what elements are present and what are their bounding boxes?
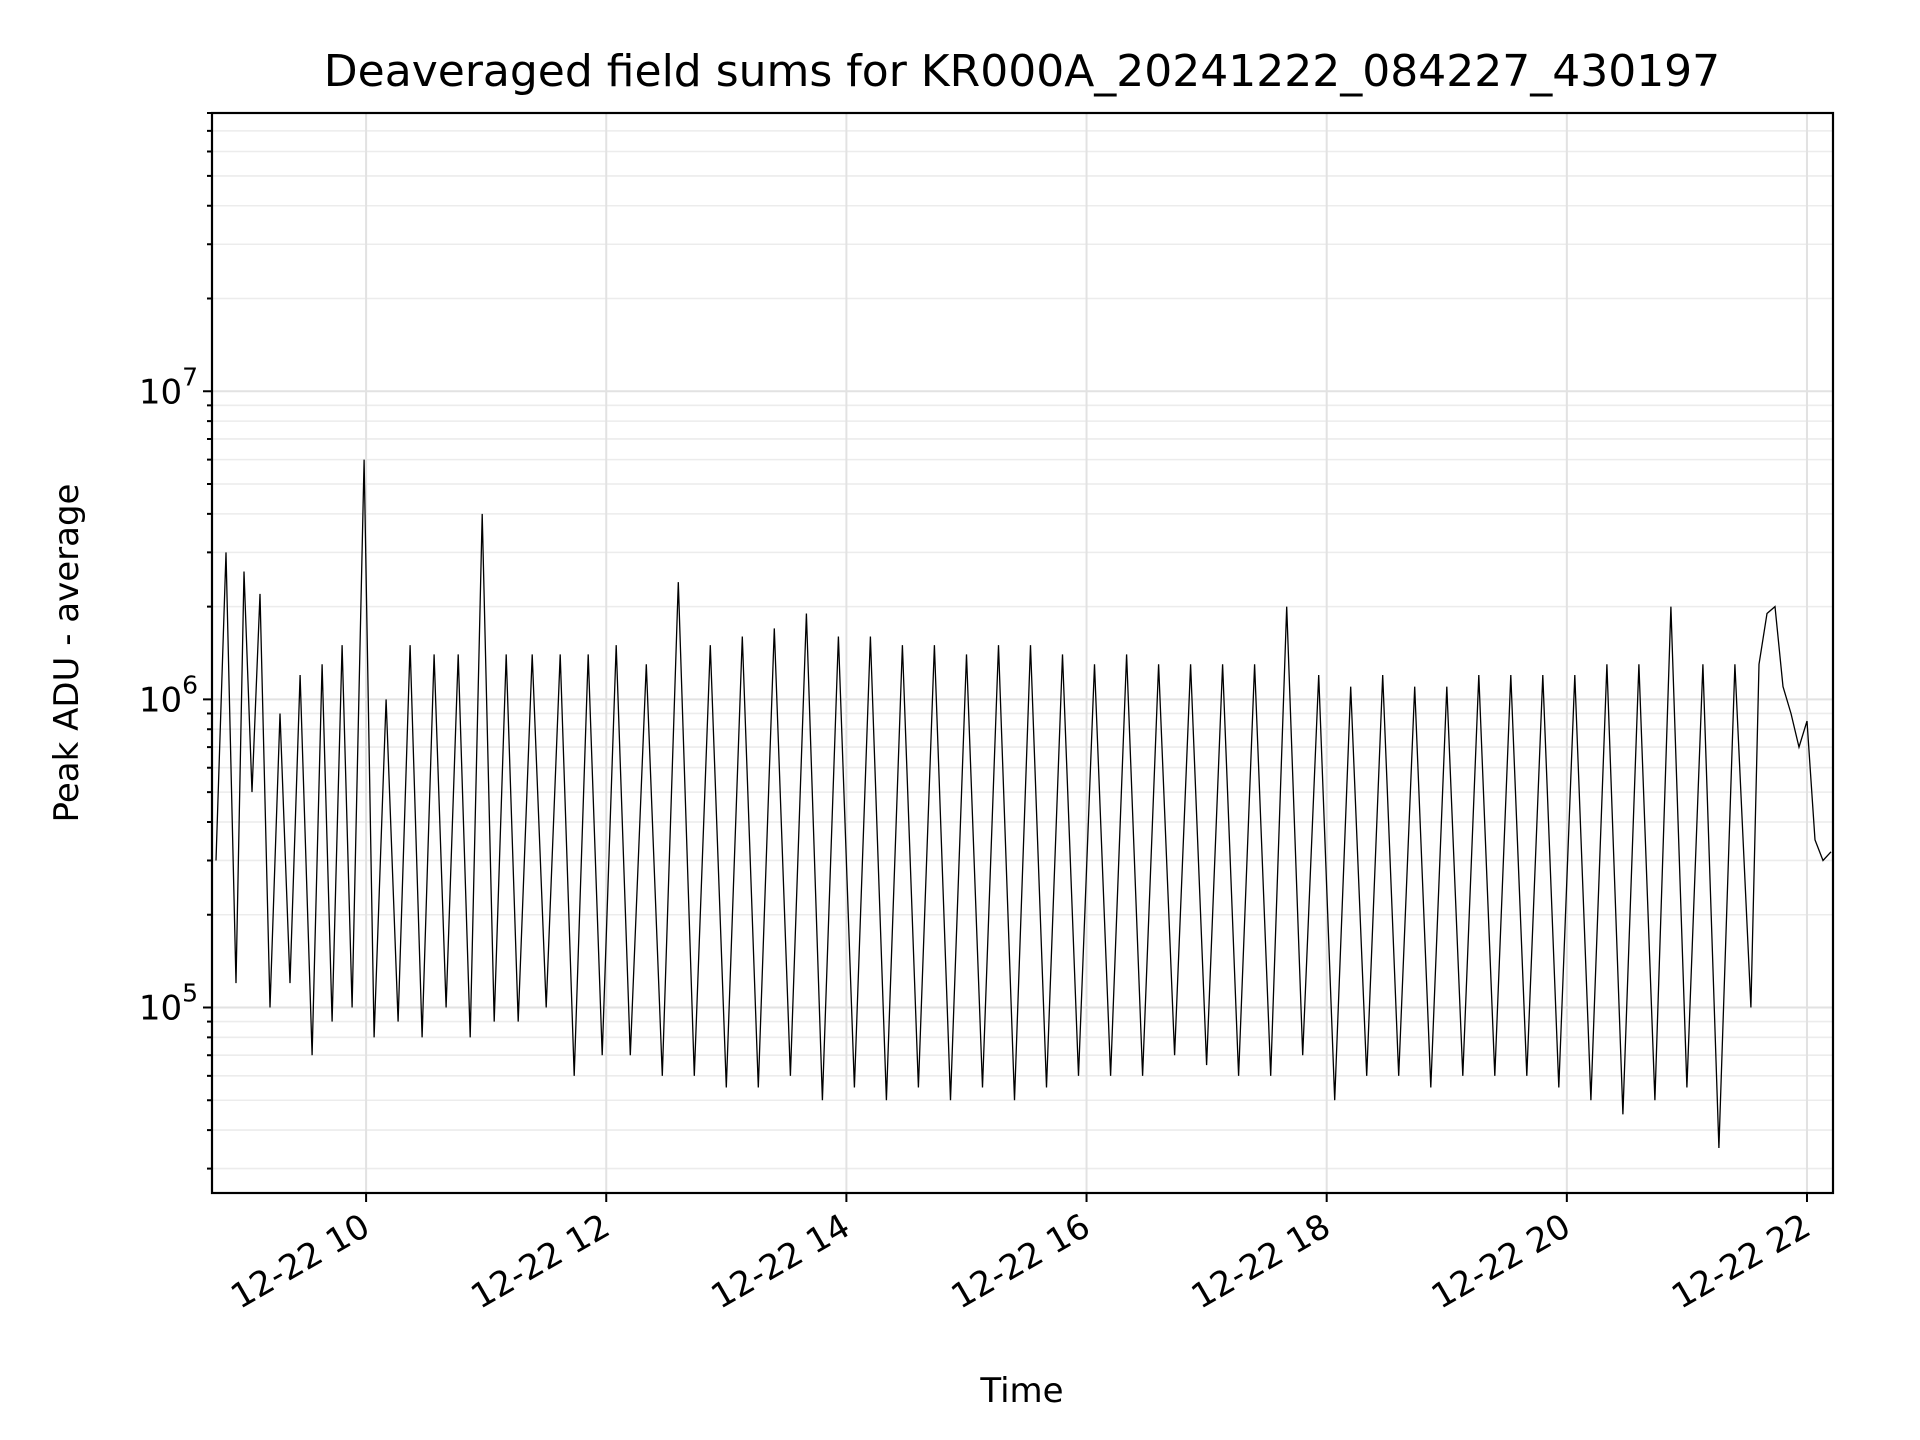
series-layer — [215, 459, 1832, 1149]
y-tick-label: 105 — [139, 978, 198, 1028]
series-line — [215, 459, 1832, 1149]
y-axis-label: Peak ADU - average — [47, 484, 87, 823]
y-tick-label: 107 — [139, 362, 198, 412]
x-axis-label: Time — [979, 1371, 1063, 1411]
y-tick-label: 106 — [139, 670, 198, 720]
grid-layer — [212, 112, 1833, 1193]
plot-area-frame — [210, 111, 1835, 1195]
chart-title: Deaveraged field sums for KR000A_2024122… — [324, 46, 1720, 97]
